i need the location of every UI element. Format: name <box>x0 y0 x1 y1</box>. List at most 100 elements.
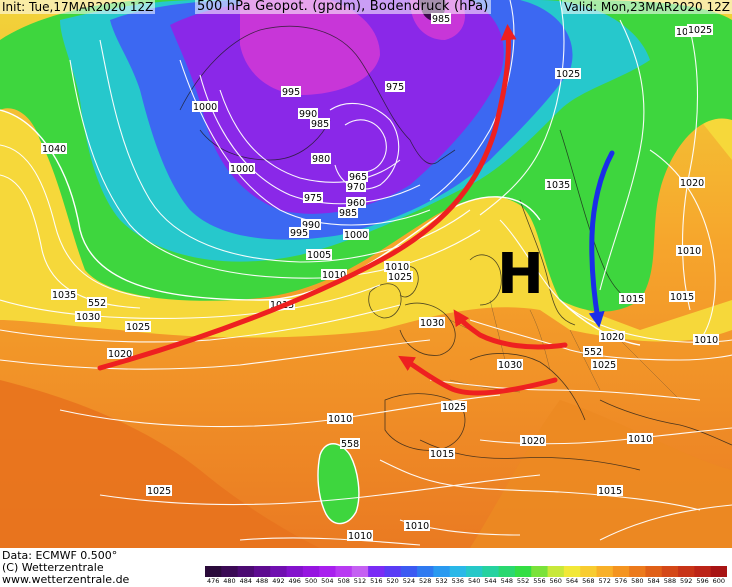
isobar-label-text: 1005 <box>307 250 331 261</box>
colorbar-tick-label: 548 <box>500 577 513 585</box>
colorbar-tick-label: 484 <box>239 577 252 585</box>
isobar-label-text: 1015 <box>620 294 644 305</box>
arrow-cold-advection <box>588 150 615 328</box>
colorbar-tick-label: 568 <box>582 577 595 585</box>
colorbar-swatch <box>417 566 434 577</box>
isobar-label: 1010 <box>321 269 347 281</box>
isobar-label: 985 <box>338 207 358 219</box>
isobar-label-bg <box>338 207 358 218</box>
isobar-label-text: 1025 <box>388 272 412 283</box>
isobar-label-bg <box>419 317 445 328</box>
colorbar-swatch <box>335 566 353 577</box>
colorbar-swatch <box>498 566 516 577</box>
isobar-label: 975 <box>303 192 323 204</box>
isobar-label: 1000 <box>192 101 218 113</box>
isobar-label: 1015 <box>619 293 645 305</box>
isobar-label-bg <box>346 197 366 208</box>
isobar-label-bg <box>520 435 546 446</box>
isobar-label-text: 1010 <box>405 521 429 532</box>
isobar-label-bg <box>693 334 719 345</box>
website-label: www.wetterzentrale.de <box>2 573 130 586</box>
colorbar-tick-label: 532 <box>435 577 448 585</box>
isobar-label-text: 980 <box>312 154 330 165</box>
isobar-label-bg <box>75 311 101 322</box>
isobar-label: 1010 <box>347 530 373 542</box>
colorbar-tick-label: 592 <box>680 577 693 585</box>
isobar-label-text: 1025 <box>147 486 171 497</box>
isobar-label-text: 552 <box>88 298 106 309</box>
colorbar-tick-label: 508 <box>337 577 350 585</box>
isobar-label-text: 990 <box>299 109 317 120</box>
isobar-label-text: 965 <box>349 172 367 183</box>
isobar-label-text: 1010 <box>694 335 718 346</box>
colorbar-swatch <box>694 566 712 577</box>
isobar-label: 1035 <box>545 179 571 191</box>
isobar-label-text: 1000 <box>230 164 254 175</box>
colorbar-swatch <box>645 566 663 577</box>
colorbar-swatch <box>270 566 288 577</box>
isobar-label-bg <box>591 359 617 370</box>
isobar-label-bg <box>347 530 373 541</box>
cutoff-low-green <box>318 443 359 524</box>
colorbar-tick-label: 556 <box>533 577 546 585</box>
isobar-label-bg <box>545 179 571 190</box>
colorbar-tick-label: 492 <box>272 577 285 585</box>
isobar-label-bg <box>229 163 255 174</box>
isobar-label-text: 975 <box>304 193 322 204</box>
arrow-east-flow-north <box>453 309 568 350</box>
colorbar-swatch <box>319 566 336 577</box>
isobar-label-bg <box>321 269 347 280</box>
isobar-label: 1010 <box>384 261 410 273</box>
colorbar-swatch <box>466 566 483 577</box>
isobar-label-bg <box>384 261 410 272</box>
colorbar-swatch <box>400 566 418 577</box>
arrow-layer <box>97 24 615 396</box>
isobar-label-bg <box>676 245 702 256</box>
warm-southwest-field <box>0 380 320 548</box>
colorbar-swatch <box>547 566 565 577</box>
isobar-label-text: 985 <box>311 119 329 130</box>
isobar-label-bg <box>619 293 645 304</box>
colorbar-tick-label: 480 <box>223 577 236 585</box>
colorbar-swatch <box>384 566 402 577</box>
colorbar-end-cap <box>719 566 727 577</box>
isobar-label: 960 <box>346 197 366 209</box>
isobar-label: 965 <box>348 171 368 183</box>
high-pressure-label: H <box>497 242 544 307</box>
isobar-label-bg <box>301 219 321 230</box>
colorbar-tick-label: 512 <box>353 577 367 585</box>
isobar-label: 552 <box>583 346 603 358</box>
init-label: Init: Tue,17MAR2020 12Z <box>0 0 156 14</box>
isobar-label-text: 960 <box>347 198 365 209</box>
colorbar-swatch <box>237 566 255 577</box>
colorbar-tick-label: 528 <box>419 577 432 585</box>
isobar-label: 1015 <box>597 485 623 497</box>
colorbar-swatch <box>221 566 239 577</box>
isobar-label: 995 <box>281 86 301 98</box>
isobar-label: 552 <box>87 297 107 309</box>
isobar-label-bg <box>303 192 323 203</box>
isobar-label-text: 1020 <box>108 349 132 360</box>
isobar-label-text: 1040 <box>42 144 66 155</box>
colorbar-swatch <box>678 566 695 577</box>
isobar-label-bg <box>87 297 107 308</box>
isobar-label-bg <box>348 171 368 182</box>
isobar-label-bg <box>343 229 369 240</box>
isobar-label-bg <box>51 289 77 300</box>
colorbar-start-cap <box>205 566 213 577</box>
isobar-label-text: 1010 <box>628 434 652 445</box>
colorbar-tick-label: 584 <box>647 577 660 585</box>
arrow-east-flow-south <box>398 355 558 396</box>
isobar-label-bg <box>599 331 625 342</box>
isobar-label: 1030 <box>419 317 445 329</box>
isobar-label: 1030 <box>497 359 523 371</box>
isobar-label: 980 <box>311 153 331 165</box>
isobar-label-text: 1010 <box>322 270 346 281</box>
isobar-label: 1025 <box>125 321 151 333</box>
isobar-label: 1000 <box>229 163 255 175</box>
isobar-label: 1020 <box>107 348 133 360</box>
isobar-label-bg <box>497 359 523 370</box>
colorbar-tick-label: 572 <box>598 577 611 585</box>
isobar-label-bg <box>327 413 353 424</box>
